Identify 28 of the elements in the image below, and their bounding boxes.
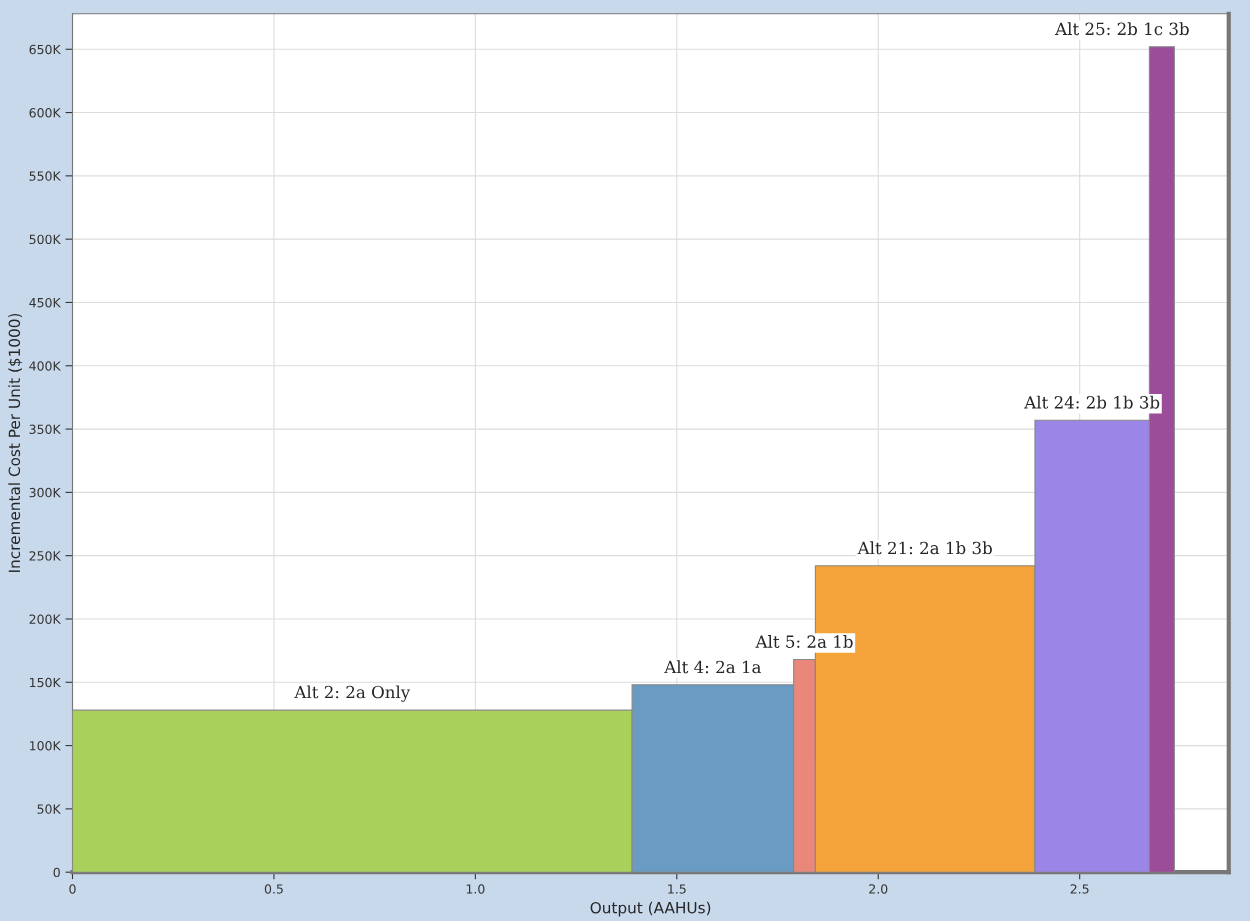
x-tick-label: 0.5 [264,884,283,894]
x-tick-label: 1.0 [466,884,485,894]
y-tick-label: 400K [29,361,61,371]
y-tick-label: 100K [30,741,61,751]
y-tick-label: 50K [37,804,61,814]
annotation: Alt 24: 2b 1b 3b [1024,395,1160,409]
x-tick-label: 2.0 [869,884,888,894]
y-tick-label: 550K [29,171,61,181]
annotation: Alt 4: 2a 1a [664,660,762,674]
x-tick-label: 2.5 [1070,884,1089,894]
y-tick-label: 250K [29,551,61,561]
y-tick-label: 300K [29,487,61,498]
y-tick-label: 0 [53,867,60,878]
x-tick-label: 1.5 [668,884,686,894]
x-tick-label: 0 [69,884,76,894]
y-tick-label: 650K [29,44,61,55]
annotation: Alt 5: 2a 1b [755,635,853,648]
annotation: Alt 2: 2a Only [294,685,411,702]
annotation: Alt 25: 2b 1c 3b [1054,22,1189,36]
y-tick-label: 500K [29,234,61,245]
y-tick-label: 450K [29,297,61,308]
y-tick-label: 150K [30,677,61,688]
y-tick-label: 600K [29,108,61,118]
annotation: Alt 21: 2a 1b 3b [857,541,992,555]
y-tick-label: 200K [29,614,61,624]
x-axis-title: Output (AAHUs) [590,901,711,917]
y-tick-label: 350K [29,424,61,434]
y-axis-title: Incremental Cost Per Unit ($1000) [8,313,23,572]
